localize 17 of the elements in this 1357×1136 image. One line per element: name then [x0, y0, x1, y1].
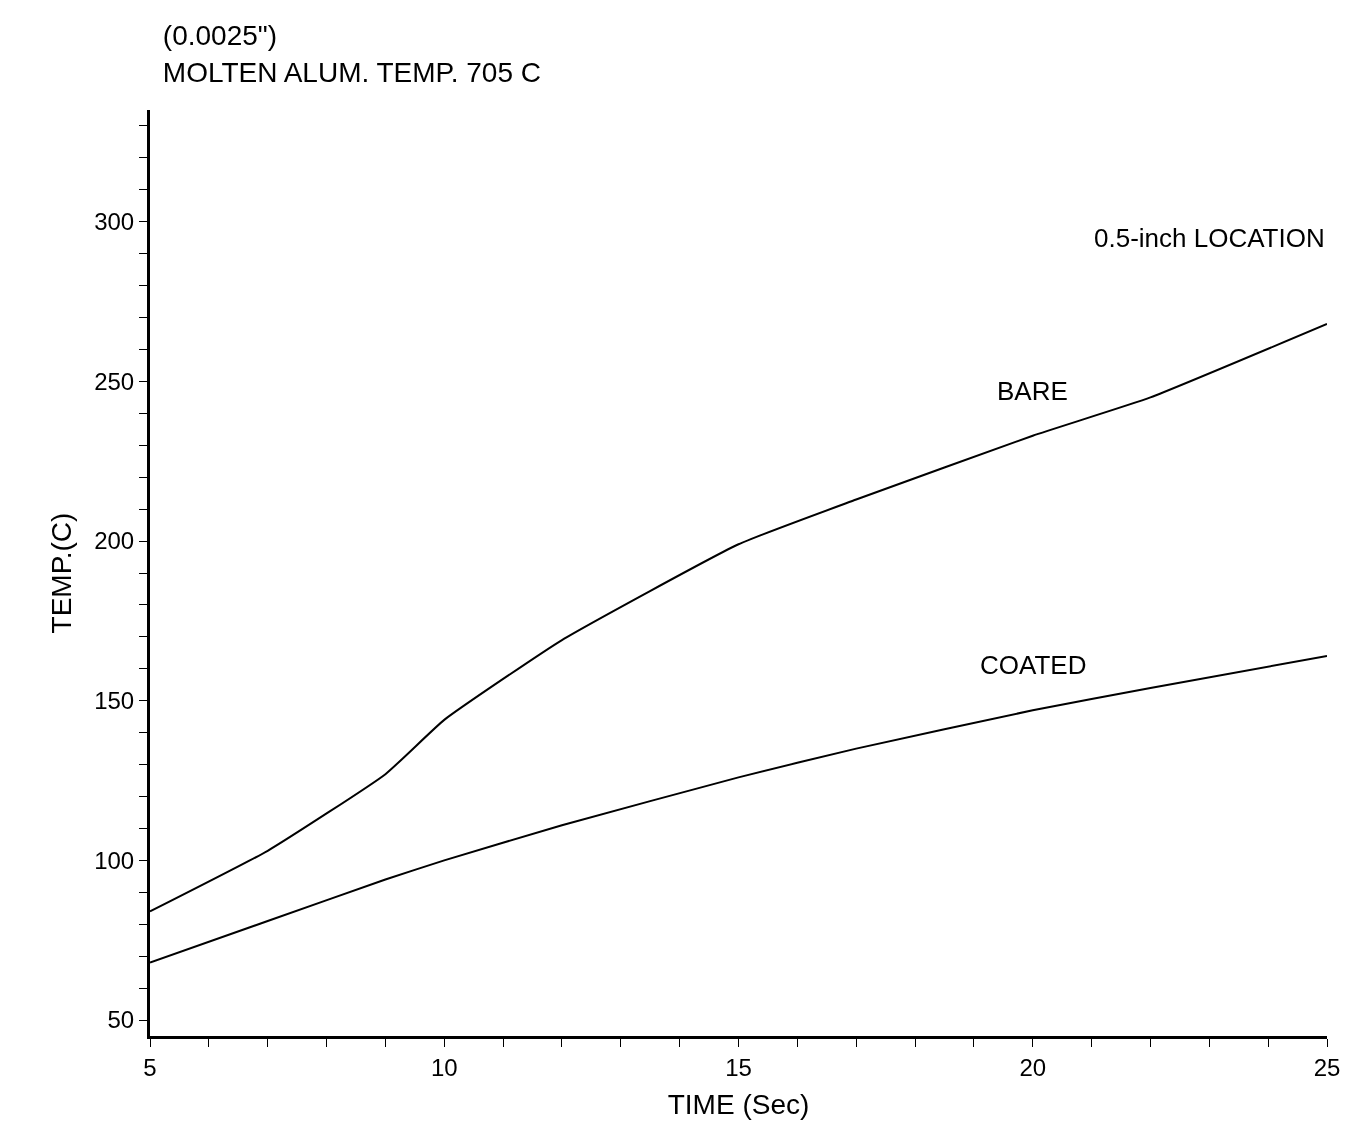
x-tick-label: 25: [1313, 1053, 1341, 1081]
x-tick-label: 10: [430, 1053, 458, 1081]
y-tick-label: 150: [94, 687, 135, 715]
series-label: COATED: [980, 650, 1087, 680]
x-tick-label: 20: [1019, 1053, 1047, 1081]
x-tick-label: 5: [143, 1053, 157, 1081]
x-tick-label: 15: [725, 1053, 752, 1081]
annotation: 0.5-inch LOCATION: [1094, 223, 1325, 253]
y-tick-label: 50: [107, 1006, 135, 1034]
chart-title: (0.0025") MOLTEN ALUM. TEMP. 705 C: [162, 20, 541, 88]
series-label: BARE: [997, 376, 1068, 406]
y-tick-label: 100: [94, 846, 135, 874]
y-axis-title: TEMP.(C): [45, 512, 77, 634]
y-tick-label: 200: [94, 527, 135, 555]
y-tick-label: 300: [94, 208, 135, 236]
x-axis-title: TIME (Sec): [667, 1088, 810, 1120]
y-tick-label: 250: [94, 367, 135, 395]
